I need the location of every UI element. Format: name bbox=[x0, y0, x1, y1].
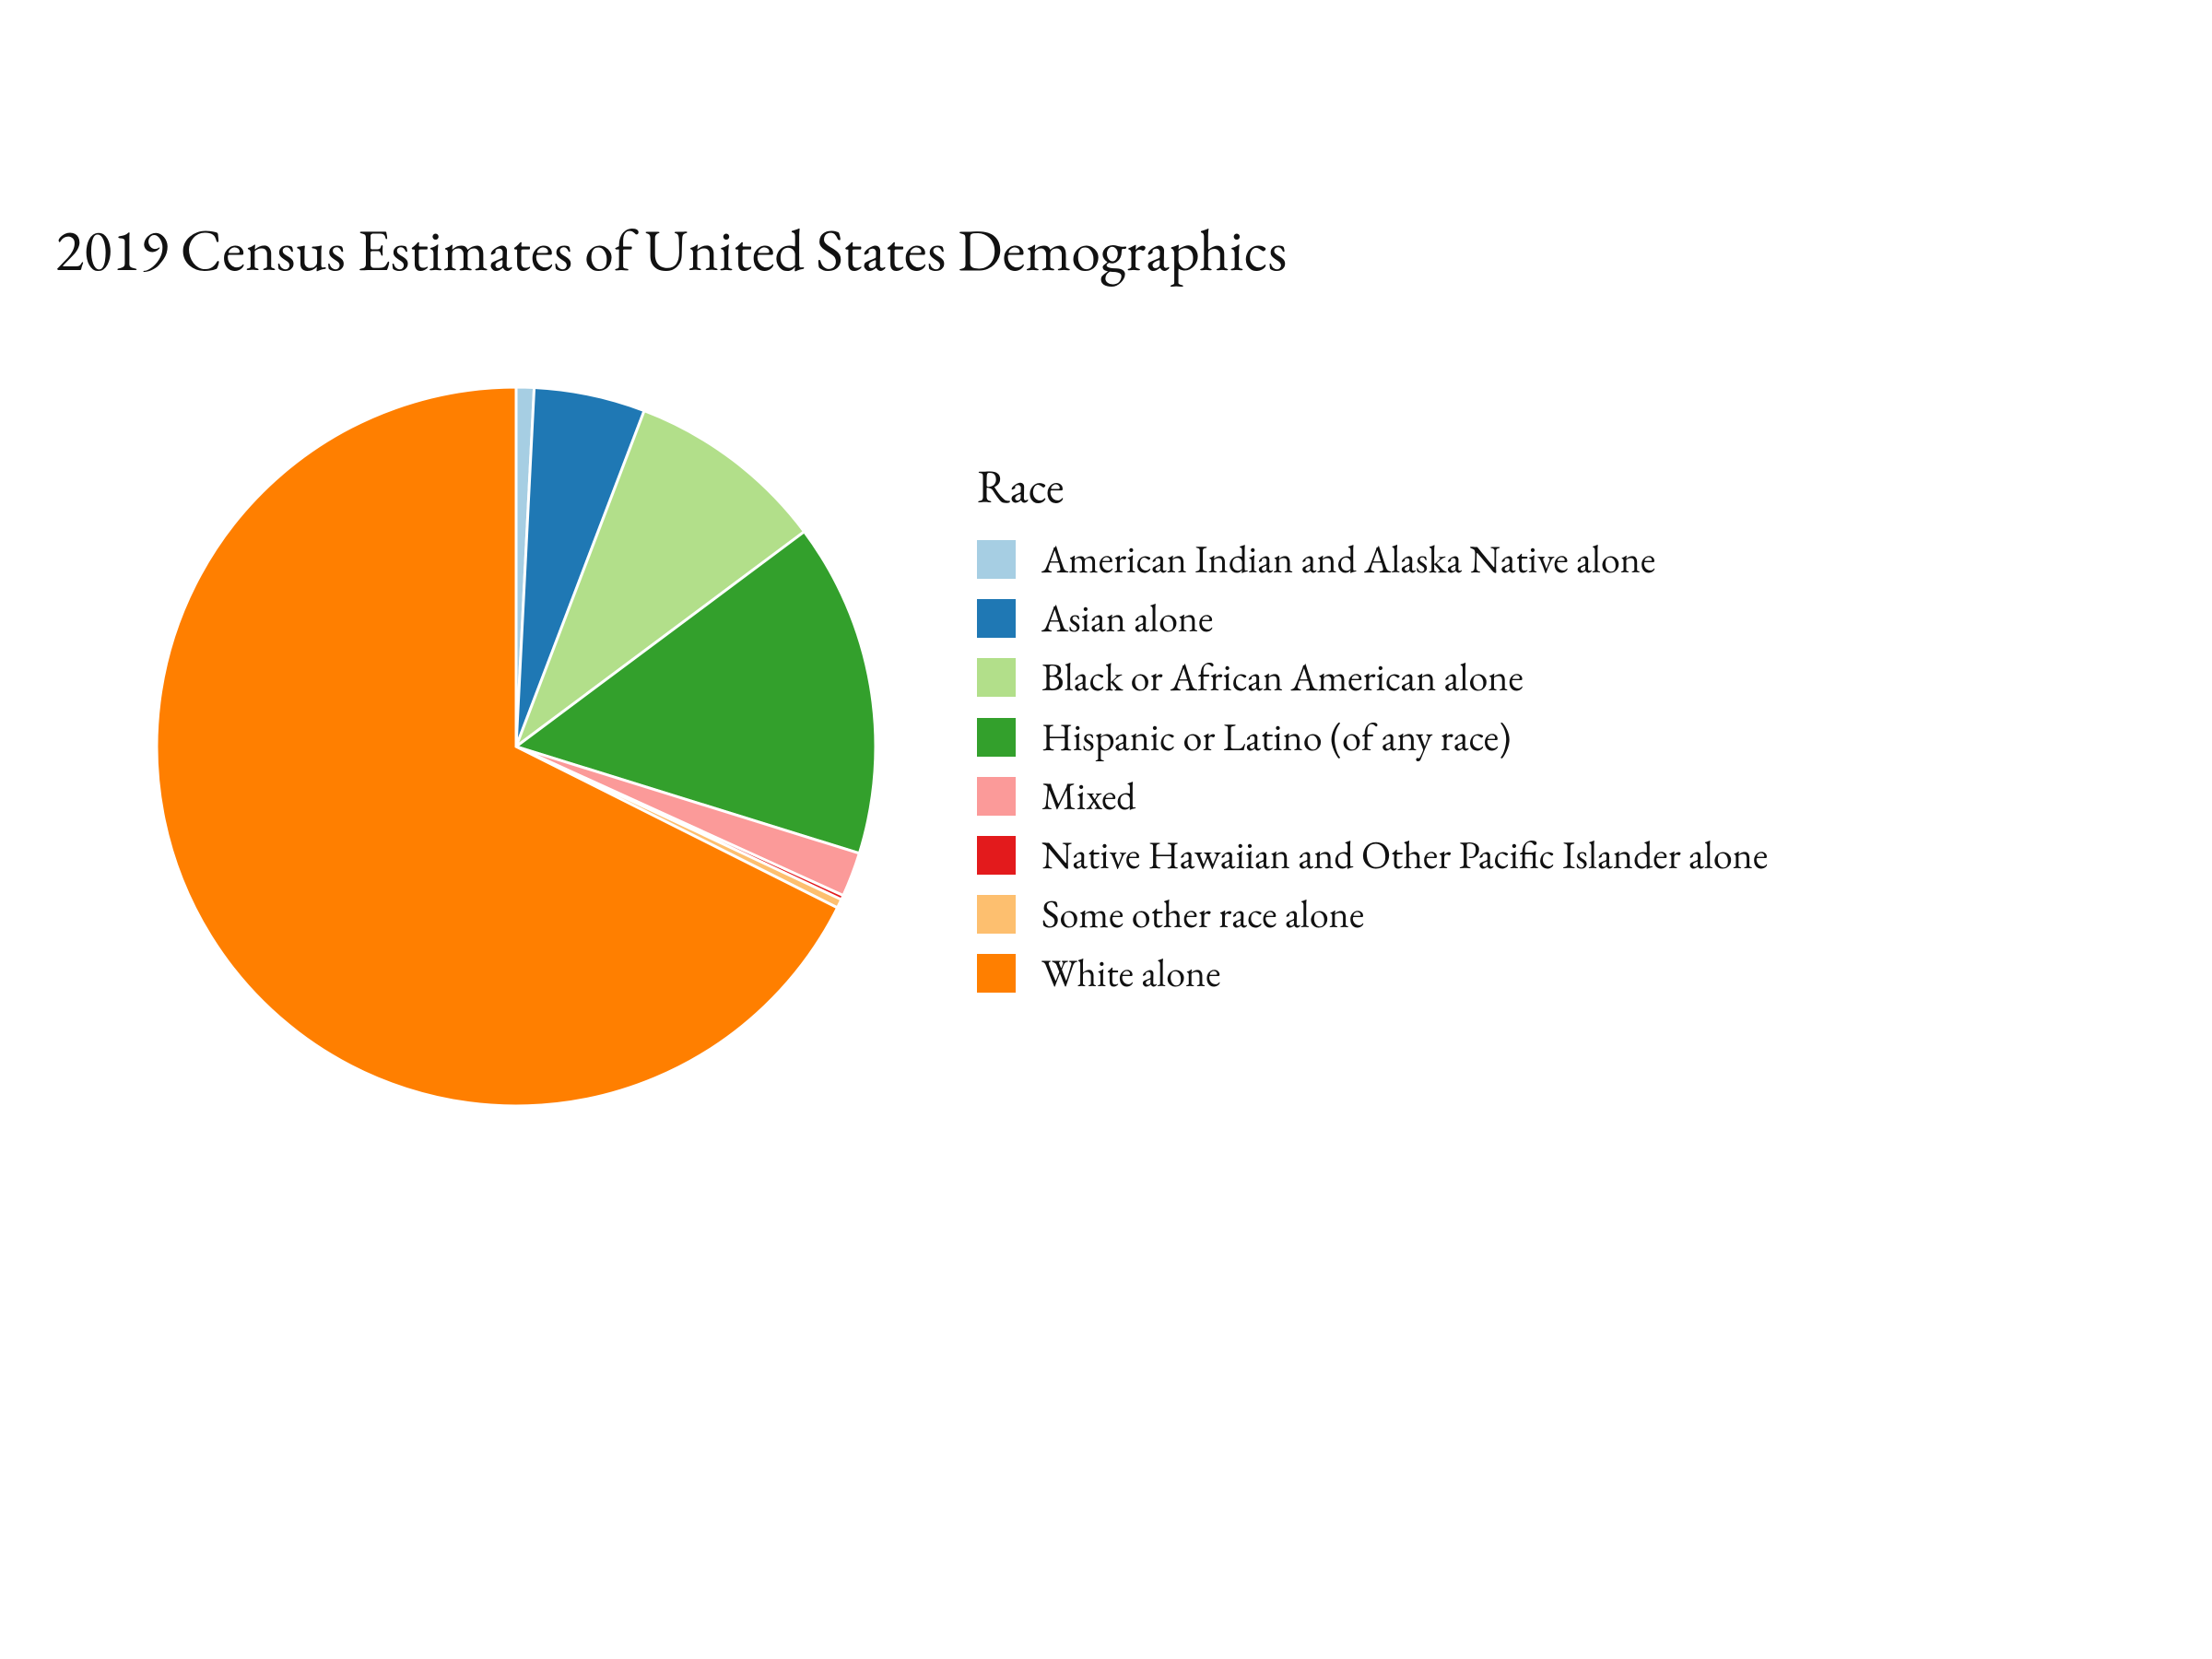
legend-item-native_hawaiian: Native Hawaiian and Other Pacific Island… bbox=[977, 834, 1768, 877]
legend-item-american_indian: American Indian and Alaska Native alone bbox=[977, 538, 1768, 581]
pie-chart bbox=[157, 387, 876, 1106]
legend-label-hispanic: Hispanic or Latino (of any race) bbox=[1041, 716, 1511, 759]
legend-item-asian: Asian alone bbox=[977, 597, 1768, 640]
legend-label-asian: Asian alone bbox=[1041, 597, 1213, 640]
legend-item-mixed: Mixed bbox=[977, 775, 1768, 818]
legend-item-hispanic: Hispanic or Latino (of any race) bbox=[977, 716, 1768, 759]
chart-title: 2019 Census Estimates of United States D… bbox=[55, 212, 1287, 288]
legend: Race American Indian and Alaska Native a… bbox=[977, 456, 1768, 995]
legend-item-white: White alone bbox=[977, 952, 1768, 994]
legend-label-mixed: Mixed bbox=[1041, 775, 1135, 818]
legend-label-white: White alone bbox=[1041, 952, 1221, 994]
legend-label-american_indian: American Indian and Alaska Native alone bbox=[1041, 538, 1655, 581]
legend-swatch-white bbox=[977, 954, 1016, 993]
legend-swatch-mixed bbox=[977, 777, 1016, 816]
legend-items: American Indian and Alaska Native alone A… bbox=[977, 538, 1768, 995]
pie-svg bbox=[157, 387, 876, 1106]
legend-label-native_hawaiian: Native Hawaiian and Other Pacific Island… bbox=[1041, 834, 1768, 877]
legend-swatch-some_other bbox=[977, 895, 1016, 934]
legend-swatch-hispanic bbox=[977, 718, 1016, 757]
legend-swatch-black bbox=[977, 658, 1016, 697]
legend-item-some_other: Some other race alone bbox=[977, 893, 1768, 935]
legend-label-black: Black or African American alone bbox=[1041, 656, 1524, 699]
legend-swatch-asian bbox=[977, 599, 1016, 638]
legend-title: Race bbox=[977, 456, 1768, 516]
legend-swatch-american_indian bbox=[977, 540, 1016, 579]
legend-label-some_other: Some other race alone bbox=[1041, 893, 1364, 935]
legend-item-black: Black or African American alone bbox=[977, 656, 1768, 699]
legend-swatch-native_hawaiian bbox=[977, 836, 1016, 875]
